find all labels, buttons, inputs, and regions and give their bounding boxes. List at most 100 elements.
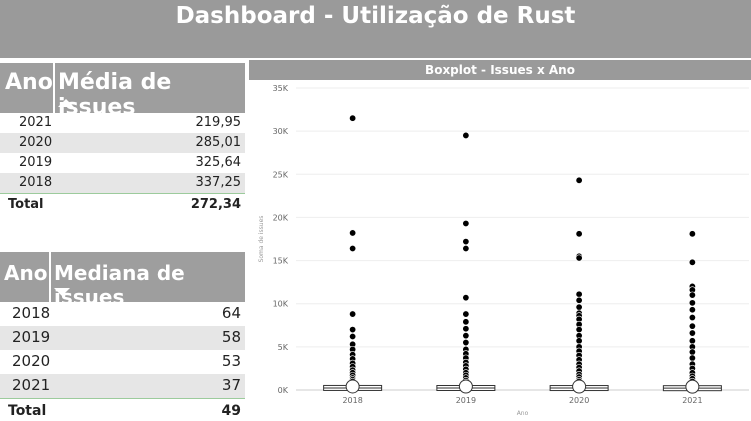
median-col-year-header[interactable]: Ano bbox=[4, 261, 48, 285]
row-value: 337,25 bbox=[195, 175, 242, 190]
y-tick-label: 15K bbox=[273, 257, 289, 266]
x-axis-label: Ano bbox=[517, 410, 529, 417]
row-year: 2019 bbox=[19, 155, 53, 170]
outlier-point bbox=[688, 258, 696, 266]
table-row[interactable]: 2020 53 bbox=[0, 350, 245, 374]
y-tick-label: 10K bbox=[273, 300, 289, 309]
outlier-point bbox=[462, 332, 470, 340]
outlier-point bbox=[462, 339, 470, 347]
outlier-point bbox=[462, 244, 470, 252]
sort-descending-icon[interactable] bbox=[54, 288, 70, 296]
table-row[interactable]: 2019 58 bbox=[0, 326, 245, 350]
row-year: 2018 bbox=[12, 304, 51, 322]
y-axis-label: Soma de issues bbox=[258, 216, 265, 263]
table-row[interactable]: 2021 219,95 bbox=[0, 113, 245, 133]
outlier-point bbox=[575, 303, 583, 311]
x-tick-label: 2018 bbox=[342, 396, 362, 405]
row-year: 2020 bbox=[19, 135, 53, 150]
mean-col-year-header[interactable]: Ano bbox=[5, 70, 53, 95]
table-row[interactable]: 2018 64 bbox=[0, 302, 245, 326]
row-value: 37 bbox=[221, 376, 241, 394]
outlier-point bbox=[688, 299, 696, 307]
y-tick-label: 5K bbox=[278, 343, 289, 352]
mean-table-header: Ano Média de issues bbox=[0, 63, 245, 120]
outlier-point bbox=[349, 326, 357, 334]
row-year: 2018 bbox=[19, 175, 53, 190]
outlier-point bbox=[688, 354, 696, 362]
y-tick-label: 0K bbox=[278, 386, 289, 395]
outlier-point bbox=[575, 296, 583, 304]
outlier-point bbox=[575, 326, 583, 334]
total-label: Total bbox=[8, 197, 44, 212]
outlier-point bbox=[462, 318, 470, 326]
row-year: 2019 bbox=[12, 328, 51, 346]
outlier-point bbox=[462, 219, 470, 227]
median-col-value-header[interactable]: Mediana de issues bbox=[54, 261, 185, 309]
outlier-point bbox=[462, 325, 470, 333]
mean-total-row: Total 272,34 bbox=[0, 193, 245, 217]
mean-col-separator bbox=[53, 63, 55, 113]
row-year: 2021 bbox=[19, 115, 53, 130]
x-tick-label: 2020 bbox=[569, 396, 589, 405]
y-tick-label: 30K bbox=[273, 127, 289, 136]
total-value: 272,34 bbox=[190, 197, 241, 212]
outlier-point bbox=[462, 131, 470, 139]
row-value: 53 bbox=[221, 352, 241, 370]
outlier-point bbox=[575, 176, 583, 184]
outlier-point bbox=[575, 290, 583, 298]
total-value: 49 bbox=[221, 403, 241, 419]
median-table-header: Ano Mediana de issues bbox=[0, 252, 245, 309]
outlier-point bbox=[688, 306, 696, 314]
sort-ascending-icon[interactable] bbox=[58, 99, 74, 107]
dashboard-header: Dashboard - Utilização de Rust bbox=[0, 0, 751, 58]
median-issues-table: Ano Mediana de issues 2018 64 2019 58 2020… bbox=[0, 252, 245, 421]
outlier-point bbox=[688, 291, 696, 299]
row-value: 325,64 bbox=[195, 155, 242, 170]
outlier-point bbox=[349, 229, 357, 237]
outlier-point bbox=[462, 238, 470, 246]
outlier-point bbox=[349, 114, 357, 122]
outlier-point bbox=[349, 310, 357, 318]
row-year: 2021 bbox=[12, 376, 51, 394]
outlier-point bbox=[349, 333, 357, 341]
row-value: 219,95 bbox=[195, 115, 242, 130]
outlier-point bbox=[575, 337, 583, 345]
outlier-point bbox=[688, 322, 696, 330]
mean-issues-table: Ano Média de issues 2021 219,95 2020 285,0… bbox=[0, 63, 245, 217]
box-mean-marker bbox=[685, 379, 700, 394]
table-row[interactable]: 2019 325,64 bbox=[0, 153, 245, 173]
outlier-point bbox=[349, 244, 357, 252]
y-tick-label: 20K bbox=[273, 213, 289, 222]
box-mean-marker bbox=[345, 379, 360, 394]
outlier-point bbox=[688, 329, 696, 337]
dashboard-title: Dashboard - Utilização de Rust bbox=[175, 3, 576, 29]
table-row[interactable]: 2020 285,01 bbox=[0, 133, 245, 153]
table-row[interactable]: 2018 337,25 bbox=[0, 173, 245, 193]
x-tick-label: 2019 bbox=[456, 396, 476, 405]
row-value: 285,01 bbox=[195, 135, 242, 150]
median-col-separator bbox=[49, 252, 51, 302]
row-year: 2020 bbox=[12, 352, 51, 370]
outlier-point bbox=[462, 310, 470, 318]
row-value: 58 bbox=[221, 328, 241, 346]
boxplot-plot-area[interactable]: 0K 5K 10K 15K 20K 25K 30K 35K Soma de issues Ano 2… bbox=[249, 80, 751, 421]
chart-title: Boxplot - Issues x Ano bbox=[249, 60, 751, 80]
y-tick-label: 25K bbox=[273, 170, 289, 179]
outlier-point bbox=[688, 314, 696, 322]
table-row[interactable]: 2021 37 bbox=[0, 374, 245, 398]
outlier-point bbox=[575, 254, 583, 262]
box-mean-marker bbox=[572, 379, 587, 394]
outlier-point bbox=[462, 294, 470, 302]
y-tick-label: 35K bbox=[273, 84, 289, 93]
box-mean-marker bbox=[458, 379, 473, 394]
median-total-row: Total 49 bbox=[0, 398, 245, 421]
outlier-point bbox=[688, 348, 696, 356]
x-tick-label: 2021 bbox=[682, 396, 702, 405]
total-label: Total bbox=[8, 403, 47, 419]
outlier-point bbox=[688, 230, 696, 238]
outlier-point bbox=[575, 230, 583, 238]
row-value: 64 bbox=[221, 304, 241, 322]
boxplot-chart[interactable]: Boxplot - Issues x Ano 0K 5K 10K 15K 20K 25K 3… bbox=[249, 60, 751, 421]
outlier-point bbox=[688, 337, 696, 345]
